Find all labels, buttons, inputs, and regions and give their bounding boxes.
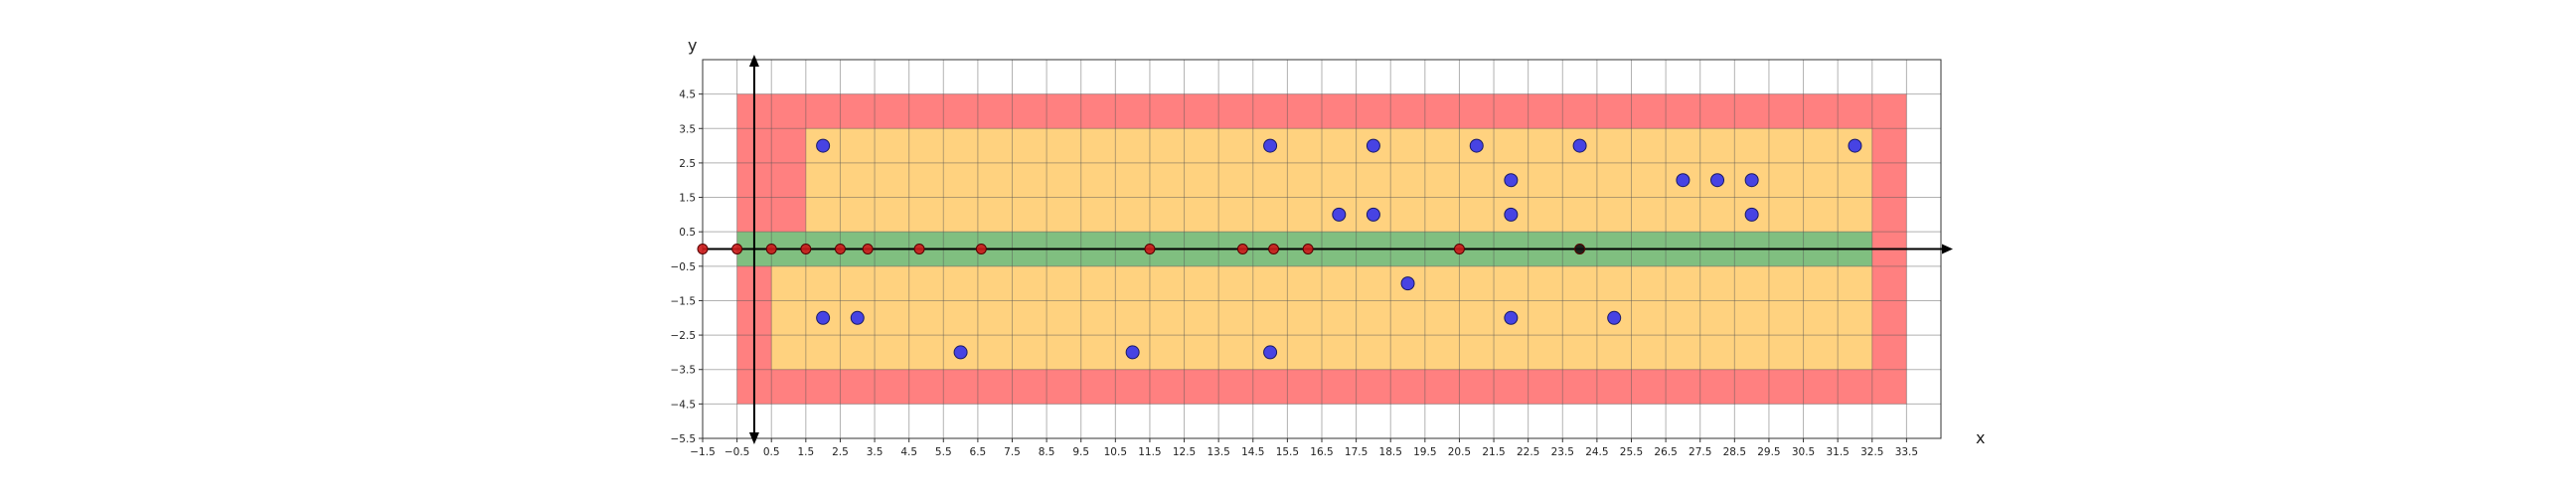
x-tick-label: 6.5 bbox=[970, 446, 987, 458]
data-point bbox=[1144, 244, 1156, 254]
data-point bbox=[1504, 310, 1519, 325]
data-point bbox=[1504, 207, 1519, 222]
x-tick-label: 23.5 bbox=[1551, 446, 1574, 458]
data-point bbox=[1366, 138, 1380, 153]
y-axis-arrow-down bbox=[748, 432, 759, 444]
y-axis-arrow-up bbox=[748, 55, 759, 67]
x-axis-arrow bbox=[1942, 244, 1953, 254]
x-tick-label: 21.5 bbox=[1482, 446, 1505, 458]
x-tick-label: 8.5 bbox=[1039, 446, 1055, 458]
y-tick-label: 4.5 bbox=[679, 89, 696, 101]
data-point bbox=[862, 244, 874, 254]
x-tick-label: 22.5 bbox=[1517, 446, 1539, 458]
x-tick-label: 20.5 bbox=[1448, 446, 1471, 458]
data-point bbox=[1504, 173, 1519, 188]
x-tick-label: 14.5 bbox=[1241, 446, 1264, 458]
y-tick-label: 2.5 bbox=[679, 158, 696, 170]
data-point bbox=[1744, 173, 1759, 188]
data-point bbox=[1268, 244, 1280, 254]
x-tick-labels: −1.5 −0.5 0.5 1.5 2.5 3.5 4.5 5.5 6.5 7.5 8.5 9.5 10… bbox=[690, 438, 1918, 458]
data-point bbox=[1366, 207, 1380, 222]
data-point bbox=[1607, 310, 1622, 325]
x-tick-label: 33.5 bbox=[1895, 446, 1918, 458]
data-point bbox=[1125, 345, 1140, 360]
x-tick-label: −0.5 bbox=[724, 446, 750, 458]
y-tick-label: −0.5 bbox=[671, 261, 697, 273]
data-point bbox=[816, 310, 831, 325]
y-tick-label: −5.5 bbox=[671, 433, 697, 445]
y-tick-label: −3.5 bbox=[671, 365, 697, 377]
x-tick-label: 2.5 bbox=[832, 446, 849, 458]
y-tick-label: 0.5 bbox=[679, 227, 696, 239]
data-point bbox=[1710, 173, 1725, 188]
data-point bbox=[765, 244, 777, 254]
data-point bbox=[1263, 345, 1278, 360]
points-layer bbox=[697, 138, 1862, 360]
x-tick-label: 31.5 bbox=[1826, 446, 1849, 458]
data-point bbox=[1574, 244, 1586, 254]
y-tick-label: 3.5 bbox=[679, 123, 696, 135]
x-tick-label: 30.5 bbox=[1792, 446, 1815, 458]
x-tick-label: 4.5 bbox=[900, 446, 917, 458]
x-tick-label: 9.5 bbox=[1072, 446, 1089, 458]
data-point bbox=[1848, 138, 1862, 153]
x-tick-label: 28.5 bbox=[1723, 446, 1746, 458]
data-point bbox=[731, 244, 743, 254]
x-axis-label: x bbox=[1976, 428, 1985, 447]
data-point bbox=[1263, 138, 1278, 153]
x-tick-label: 32.5 bbox=[1860, 446, 1883, 458]
data-point bbox=[850, 310, 865, 325]
data-point bbox=[1236, 244, 1248, 254]
y-tick-label: −2.5 bbox=[671, 330, 697, 342]
data-point bbox=[1676, 173, 1690, 188]
x-tick-label: 7.5 bbox=[1004, 446, 1021, 458]
x-tick-label: 10.5 bbox=[1104, 446, 1127, 458]
y-tick-labels: 4.5 3.5 2.5 1.5 0.5 −0.5 −1.5 −2.5 −3.5 −4.5 −5.5 bbox=[671, 89, 703, 445]
data-point bbox=[1744, 207, 1759, 222]
x-tick-label: 13.5 bbox=[1207, 446, 1229, 458]
x-tick-label: 19.5 bbox=[1413, 446, 1436, 458]
y-tick-label: −4.5 bbox=[671, 399, 697, 411]
x-tick-label: −1.5 bbox=[690, 446, 716, 458]
data-point bbox=[913, 244, 925, 254]
data-point bbox=[1572, 138, 1587, 153]
x-tick-label: 15.5 bbox=[1276, 446, 1299, 458]
x-tick-label: 24.5 bbox=[1585, 446, 1608, 458]
y-axis-label: y bbox=[688, 36, 697, 55]
data-point bbox=[834, 244, 846, 254]
data-point bbox=[816, 138, 831, 153]
data-point bbox=[1469, 138, 1484, 153]
x-tick-label: 12.5 bbox=[1173, 446, 1196, 458]
x-tick-label: 1.5 bbox=[797, 446, 814, 458]
data-point bbox=[1332, 207, 1347, 222]
data-point bbox=[697, 244, 709, 254]
x-tick-label: 16.5 bbox=[1310, 446, 1333, 458]
x-tick-label: 17.5 bbox=[1345, 446, 1368, 458]
x-tick-label: 11.5 bbox=[1138, 446, 1161, 458]
y-tick-label: −1.5 bbox=[671, 295, 697, 307]
axes-layer bbox=[703, 55, 1953, 444]
x-tick-label: 5.5 bbox=[935, 446, 952, 458]
x-tick-label: 3.5 bbox=[867, 446, 884, 458]
x-tick-label: 29.5 bbox=[1757, 446, 1780, 458]
data-point bbox=[1302, 244, 1314, 254]
x-tick-label: 0.5 bbox=[763, 446, 780, 458]
data-point bbox=[1400, 276, 1415, 291]
x-tick-label: 26.5 bbox=[1654, 446, 1677, 458]
y-tick-label: 1.5 bbox=[679, 193, 696, 205]
data-point bbox=[1453, 244, 1465, 254]
data-point bbox=[975, 244, 987, 254]
x-tick-label: 27.5 bbox=[1689, 446, 1711, 458]
data-point bbox=[800, 244, 812, 254]
x-tick-label: 25.5 bbox=[1620, 446, 1643, 458]
data-point bbox=[953, 345, 968, 360]
x-tick-label: 18.5 bbox=[1379, 446, 1402, 458]
